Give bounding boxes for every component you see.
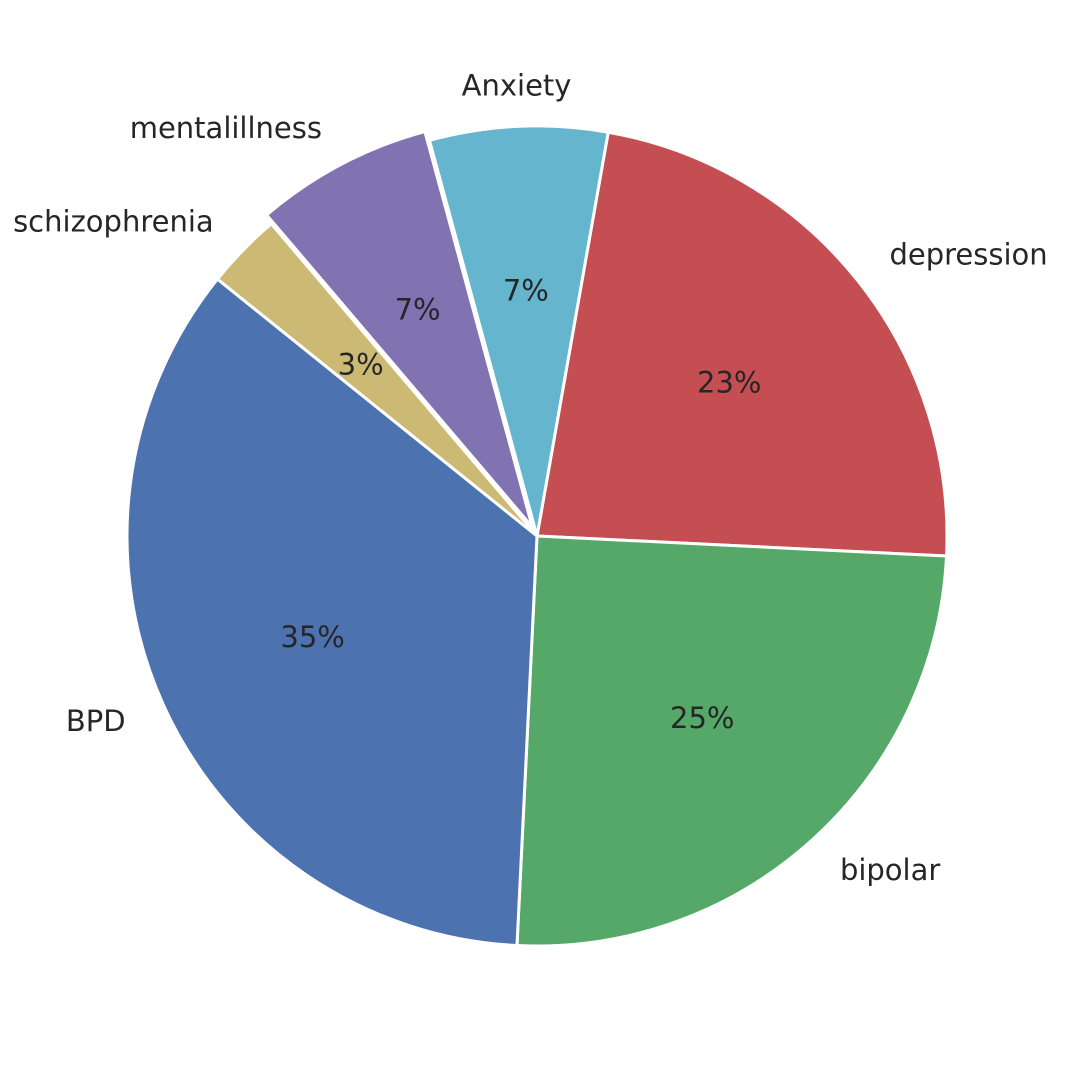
category-label-schizophrenia: schizophrenia	[13, 205, 214, 239]
pct-label-bpd: 35%	[280, 620, 344, 654]
pie-slices	[125, 124, 949, 948]
pie-slice-mentalillness	[265, 129, 534, 529]
category-label-mentalillness: mentalillness	[130, 111, 322, 145]
pct-label-mentalillness: 7%	[395, 293, 441, 327]
pct-label-anxiety: 7%	[503, 273, 549, 307]
category-label-bpd: BPD	[66, 704, 126, 738]
pie-slice-bpd	[125, 277, 539, 948]
category-label-anxiety: Anxiety	[462, 68, 572, 102]
pie-slice-bipolar	[515, 534, 949, 948]
category-label-depression: depression	[889, 238, 1047, 272]
pie-labels: 23% depression 25% bipolar 35% BPD 3% schizophr…	[13, 68, 1048, 887]
pie-slice-depression	[535, 130, 949, 558]
category-label-bipolar: bipolar	[840, 853, 940, 887]
pct-label-depression: 23%	[697, 366, 761, 400]
pct-label-bipolar: 25%	[670, 701, 734, 735]
pie-slice-schizophrenia	[215, 222, 539, 538]
pct-label-schizophrenia: 3%	[338, 347, 384, 381]
pie-slice-anxiety	[428, 124, 610, 538]
